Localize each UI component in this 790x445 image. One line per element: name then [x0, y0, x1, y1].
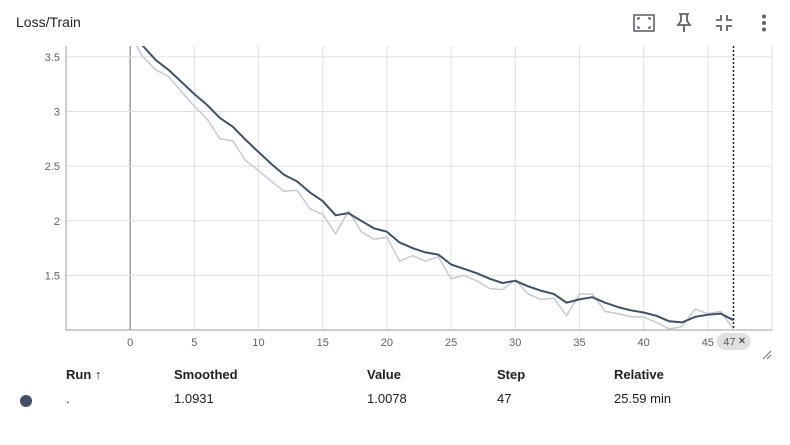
card-title: Loss/Train [16, 14, 81, 30]
chart-area[interactable]: 0 5 10 15 20 25 30 35 40 45 3.5 3 2.5 2 1.5 47 [0, 40, 790, 365]
hover-step-label: 47 [723, 337, 735, 349]
smoothed-series-line [141, 46, 734, 324]
x-tick-label: 20 [381, 337, 393, 349]
x-tick-label: 0 [127, 337, 133, 349]
more-options-button[interactable] [750, 10, 778, 36]
resize-handle-icon[interactable] [762, 350, 772, 360]
cell-step: 47 [497, 391, 512, 406]
pin-button[interactable] [670, 10, 698, 36]
hover-step-chip [716, 333, 751, 350]
fit-domain-icon [633, 14, 655, 32]
y-tick-label: 3 [54, 107, 60, 119]
data-table: Run ↑ Smoothed Value Step Relative . 1.0… [0, 364, 790, 410]
header-relative[interactable]: Relative [614, 367, 664, 382]
pin-icon [676, 13, 692, 32]
y-tick-label: 2 [54, 216, 60, 228]
x-tick-label: 25 [445, 337, 457, 349]
header-run[interactable]: Run ↑ [66, 367, 102, 382]
collapse-button[interactable] [710, 10, 738, 36]
y-tick-label: 2.5 [45, 161, 60, 173]
run-color-dot [20, 395, 32, 407]
hover-close-icon [739, 337, 745, 344]
x-tick-label: 5 [191, 337, 197, 349]
y-tick-label: 1.5 [45, 270, 60, 282]
collapse-icon [716, 15, 732, 31]
cell-smoothed: 1.0931 [174, 391, 214, 406]
cell-value: 1.0078 [367, 391, 407, 406]
more-vert-icon [762, 14, 766, 32]
x-tick-label: 30 [509, 337, 521, 349]
x-tick-label: 15 [317, 337, 329, 349]
table-header-row: Run ↑ Smoothed Value Step Relative [0, 364, 790, 386]
loss-chart[interactable]: 0 5 10 15 20 25 30 35 40 45 3.5 3 2.5 2 1.5 47 [0, 40, 790, 365]
x-tick-label: 40 [638, 337, 650, 349]
x-tick-label: 10 [252, 337, 264, 349]
chart-toolbar [630, 10, 778, 36]
header-value[interactable]: Value [367, 367, 401, 382]
table-row: . 1.0931 1.0078 47 25.59 min [0, 388, 790, 410]
cell-relative: 25.59 min [614, 391, 672, 406]
x-tick-label: 35 [573, 337, 585, 349]
cell-run: . [66, 391, 70, 406]
x-tick-label: 45 [702, 337, 714, 349]
fit-domain-button[interactable] [630, 10, 658, 36]
header-smoothed[interactable]: Smoothed [174, 367, 238, 382]
header-step[interactable]: Step [497, 367, 526, 382]
y-tick-label: 3.5 [45, 52, 60, 64]
raw-series-line [135, 46, 735, 330]
